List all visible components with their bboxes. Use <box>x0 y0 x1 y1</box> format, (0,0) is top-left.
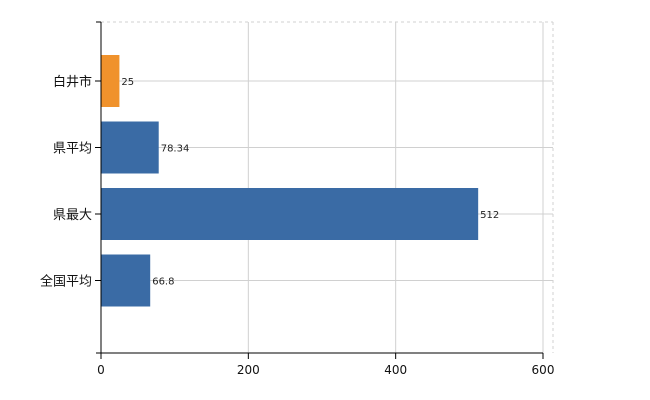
bar <box>101 55 120 107</box>
value-label: 66.8 <box>152 277 174 288</box>
category-label: 県平均 <box>53 142 92 157</box>
bar <box>101 188 479 240</box>
value-label: 512 <box>480 210 499 221</box>
x-tick-label: 0 <box>97 363 105 377</box>
x-tick-label: 200 <box>237 363 260 377</box>
category-label: 県最大 <box>53 208 92 223</box>
x-tick-label: 400 <box>384 363 407 377</box>
bar <box>101 121 159 174</box>
x-tick-label: 600 <box>532 363 555 377</box>
axes <box>95 21 544 359</box>
value-label: 78.34 <box>161 144 190 155</box>
category-label: 白井市 <box>53 74 92 90</box>
value-label: 25 <box>121 77 134 88</box>
grid-lines <box>101 21 554 353</box>
bars <box>101 55 479 307</box>
category-label: 全国平均 <box>40 274 92 290</box>
bar <box>101 254 151 307</box>
